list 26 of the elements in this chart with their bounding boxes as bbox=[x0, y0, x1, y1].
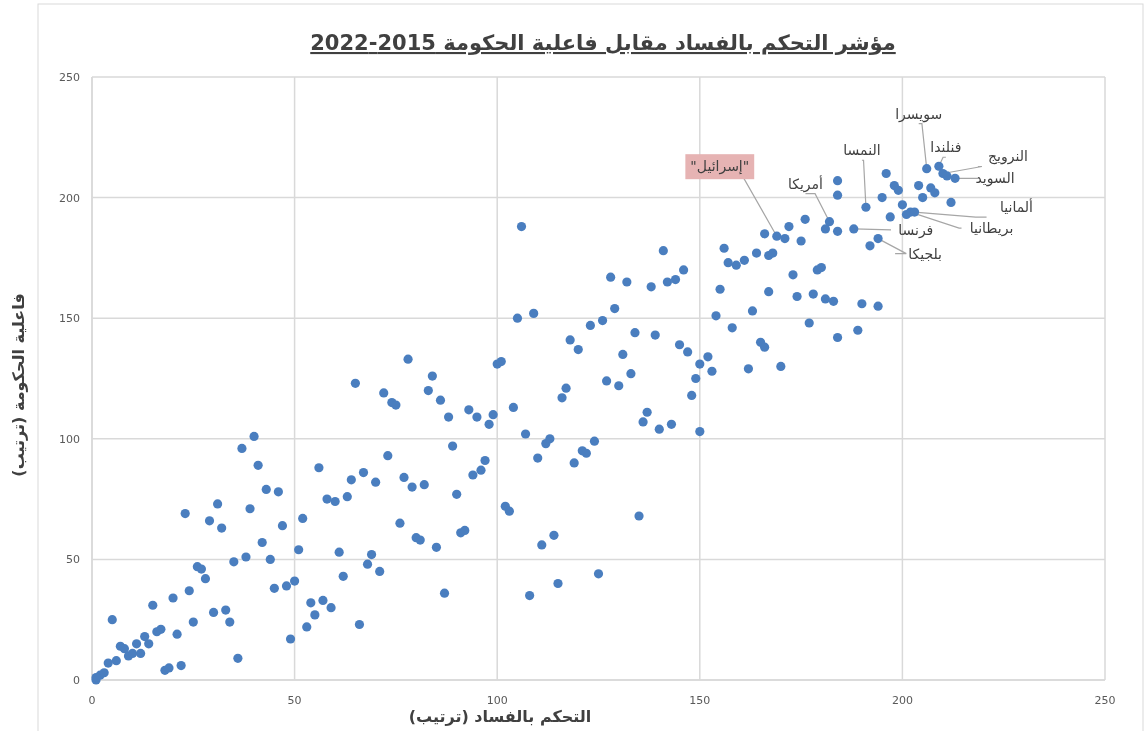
annotation: النرويج bbox=[988, 148, 1028, 166]
y-axis-title: فاعلية الحكومة (ترتيب) bbox=[9, 293, 28, 477]
y-tick-label: 250 bbox=[59, 71, 80, 84]
annotation: فرنسا bbox=[898, 221, 934, 239]
y-tick-label: 0 bbox=[73, 674, 80, 687]
annotation: "إسرائيل" bbox=[690, 158, 750, 176]
y-tick-label: 50 bbox=[66, 553, 80, 567]
chart-title: مؤشر التحكم بالفساد مقابل فاعلية الحكومة 2015-2022 bbox=[310, 31, 896, 55]
y-tick-label: 100 bbox=[59, 432, 80, 446]
annotation: النمسا bbox=[843, 142, 881, 159]
annotation: بريطانيا bbox=[969, 220, 1014, 238]
annotation: بلجيكا bbox=[908, 245, 942, 262]
annotation: أمريكا bbox=[787, 174, 824, 193]
x-tick-label: 100 bbox=[486, 694, 508, 707]
x-tick-label: 150 bbox=[689, 694, 711, 707]
annotation: ألمانيا bbox=[1000, 198, 1034, 216]
x-tick-label: 0 bbox=[88, 694, 96, 707]
x-tick-label: 50 bbox=[287, 694, 302, 707]
y-tick-label: 200 bbox=[59, 191, 80, 205]
annotation: السويد bbox=[975, 170, 1015, 188]
annotation: سويسرا bbox=[895, 105, 943, 123]
x-tick-label: 250 bbox=[1094, 694, 1116, 707]
annotation: فنلندا bbox=[930, 139, 962, 156]
x-tick-label: 200 bbox=[891, 694, 913, 707]
y-tick-label: 150 bbox=[59, 312, 80, 326]
x-axis-title: التحكم بالفساد (ترتيب) bbox=[408, 707, 592, 726]
